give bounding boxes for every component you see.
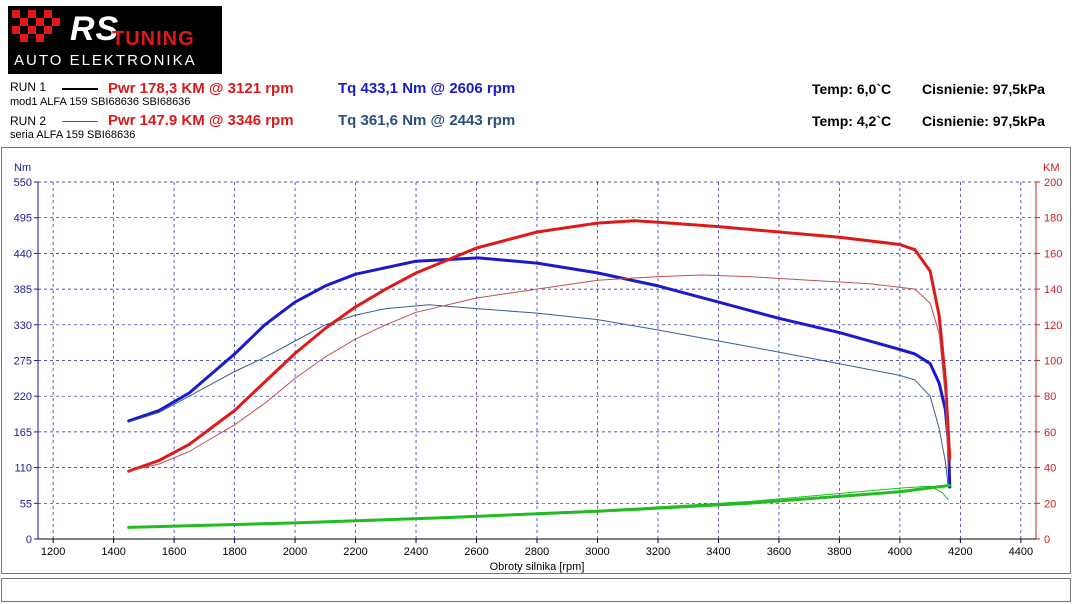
series-line-pwr-run-1	[127, 219, 952, 473]
x-tick-label: 3000	[585, 546, 609, 558]
series-line-tq-run-2	[128, 304, 949, 488]
y-right-tick-label: 140	[1044, 284, 1062, 296]
checkered-flag-icon	[12, 10, 60, 42]
run1-power: Pwr 178,3 KM @ 3121 rpm	[108, 80, 294, 97]
chart-panel	[1, 147, 1071, 574]
logo-rs: RS	[70, 10, 120, 48]
series-line-tq-run-1	[127, 256, 952, 489]
y-left-tick-label: 495	[14, 213, 32, 225]
y-left-tick-label: 330	[14, 320, 32, 332]
y-left-tick-label: 165	[14, 427, 32, 439]
y-left-tick-label: 55	[20, 498, 32, 510]
brand-logo: RS TUNING AUTO ELEKTRONIKA	[8, 6, 222, 74]
run1-label: RUN 1	[10, 80, 47, 94]
y-left-tick-label: 440	[14, 248, 32, 260]
run2-pressure: Cisnienie: 97,5kPa	[922, 113, 1045, 129]
chart-labels: 1200 1400 1600 1800 2000 2200 2400 2600 2800 3000…	[14, 162, 1063, 573]
y-left-tick-label: 550	[14, 177, 32, 189]
y-left-tick-label: 0	[26, 534, 32, 546]
bottom-panel	[1, 578, 1071, 602]
y-left-tick-label: 275	[14, 356, 32, 368]
x-tick-label: 2000	[283, 546, 307, 558]
chart-grid	[38, 181, 1036, 540]
run2-description: seria ALFA 159 SBI68636	[10, 129, 136, 141]
y-right-tick-label: 180	[1044, 213, 1062, 225]
x-tick-label: 2600	[464, 546, 488, 558]
y-right-tick-label: 60	[1044, 427, 1056, 439]
x-tick-label: 3400	[706, 546, 730, 558]
series-line-pwr-run-2	[128, 274, 949, 472]
y-right-axis-label: KM	[1043, 162, 1060, 174]
chart-series	[127, 219, 952, 529]
x-tick-label: 4200	[948, 546, 972, 558]
chart-axes	[34, 181, 1040, 543]
y-right-tick-label: 80	[1044, 391, 1056, 403]
run1-description: mod1 ALFA 159 SBI68636 SBI68636	[10, 96, 191, 108]
run1-temp: Temp: 6,0`C	[812, 81, 892, 97]
run2-label: RUN 2	[10, 114, 47, 128]
y-left-axis-label: Nm	[14, 162, 31, 174]
y-left-tick-label: 110	[14, 463, 32, 475]
y-right-tick-label: 40	[1044, 463, 1056, 475]
x-tick-label: 3200	[646, 546, 670, 558]
run1-pressure: Cisnienie: 97,5kPa	[922, 81, 1045, 97]
x-tick-label: 1800	[222, 546, 246, 558]
y-right-tick-label: 200	[1044, 177, 1062, 189]
run2-torque: Tq 361,6 Nm @ 2443 rpm	[338, 112, 516, 129]
run2-power: Pwr 147.9 KM @ 3346 rpm	[108, 112, 294, 129]
y-right-tick-label: 100	[1044, 356, 1062, 368]
y-right-tick-label: 160	[1044, 248, 1062, 260]
run2-temp: Temp: 4,2`C	[812, 113, 892, 129]
series-line-green-run-2	[128, 485, 949, 528]
run1-torque: Tq 433,1 Nm @ 2606 rpm	[338, 80, 516, 97]
x-tick-label: 4400	[1009, 546, 1033, 558]
logo-tuning: TUNING	[112, 28, 195, 50]
y-right-tick-label: 120	[1044, 320, 1062, 332]
y-left-tick-label: 220	[14, 391, 32, 403]
x-tick-label: 1400	[101, 546, 125, 558]
x-tick-label: 1200	[41, 546, 65, 558]
x-tick-label: 4000	[888, 546, 912, 558]
run1-legend-line	[62, 88, 98, 90]
run2-legend-line	[62, 121, 98, 122]
x-tick-label: 2800	[525, 546, 549, 558]
y-left-tick-label: 385	[14, 284, 32, 296]
y-right-tick-label: 0	[1044, 534, 1050, 546]
x-axis-label: Obroty silnika [rpm]	[490, 561, 585, 573]
x-tick-label: 2400	[404, 546, 428, 558]
logo-subtitle: AUTO ELEKTRONIKA	[14, 52, 197, 69]
x-tick-label: 3600	[767, 546, 791, 558]
series-line-green-run-1	[127, 483, 952, 529]
x-tick-label: 2200	[343, 546, 367, 558]
x-tick-label: 1600	[162, 546, 186, 558]
x-tick-label: 3800	[827, 546, 851, 558]
y-right-tick-label: 20	[1044, 498, 1056, 510]
